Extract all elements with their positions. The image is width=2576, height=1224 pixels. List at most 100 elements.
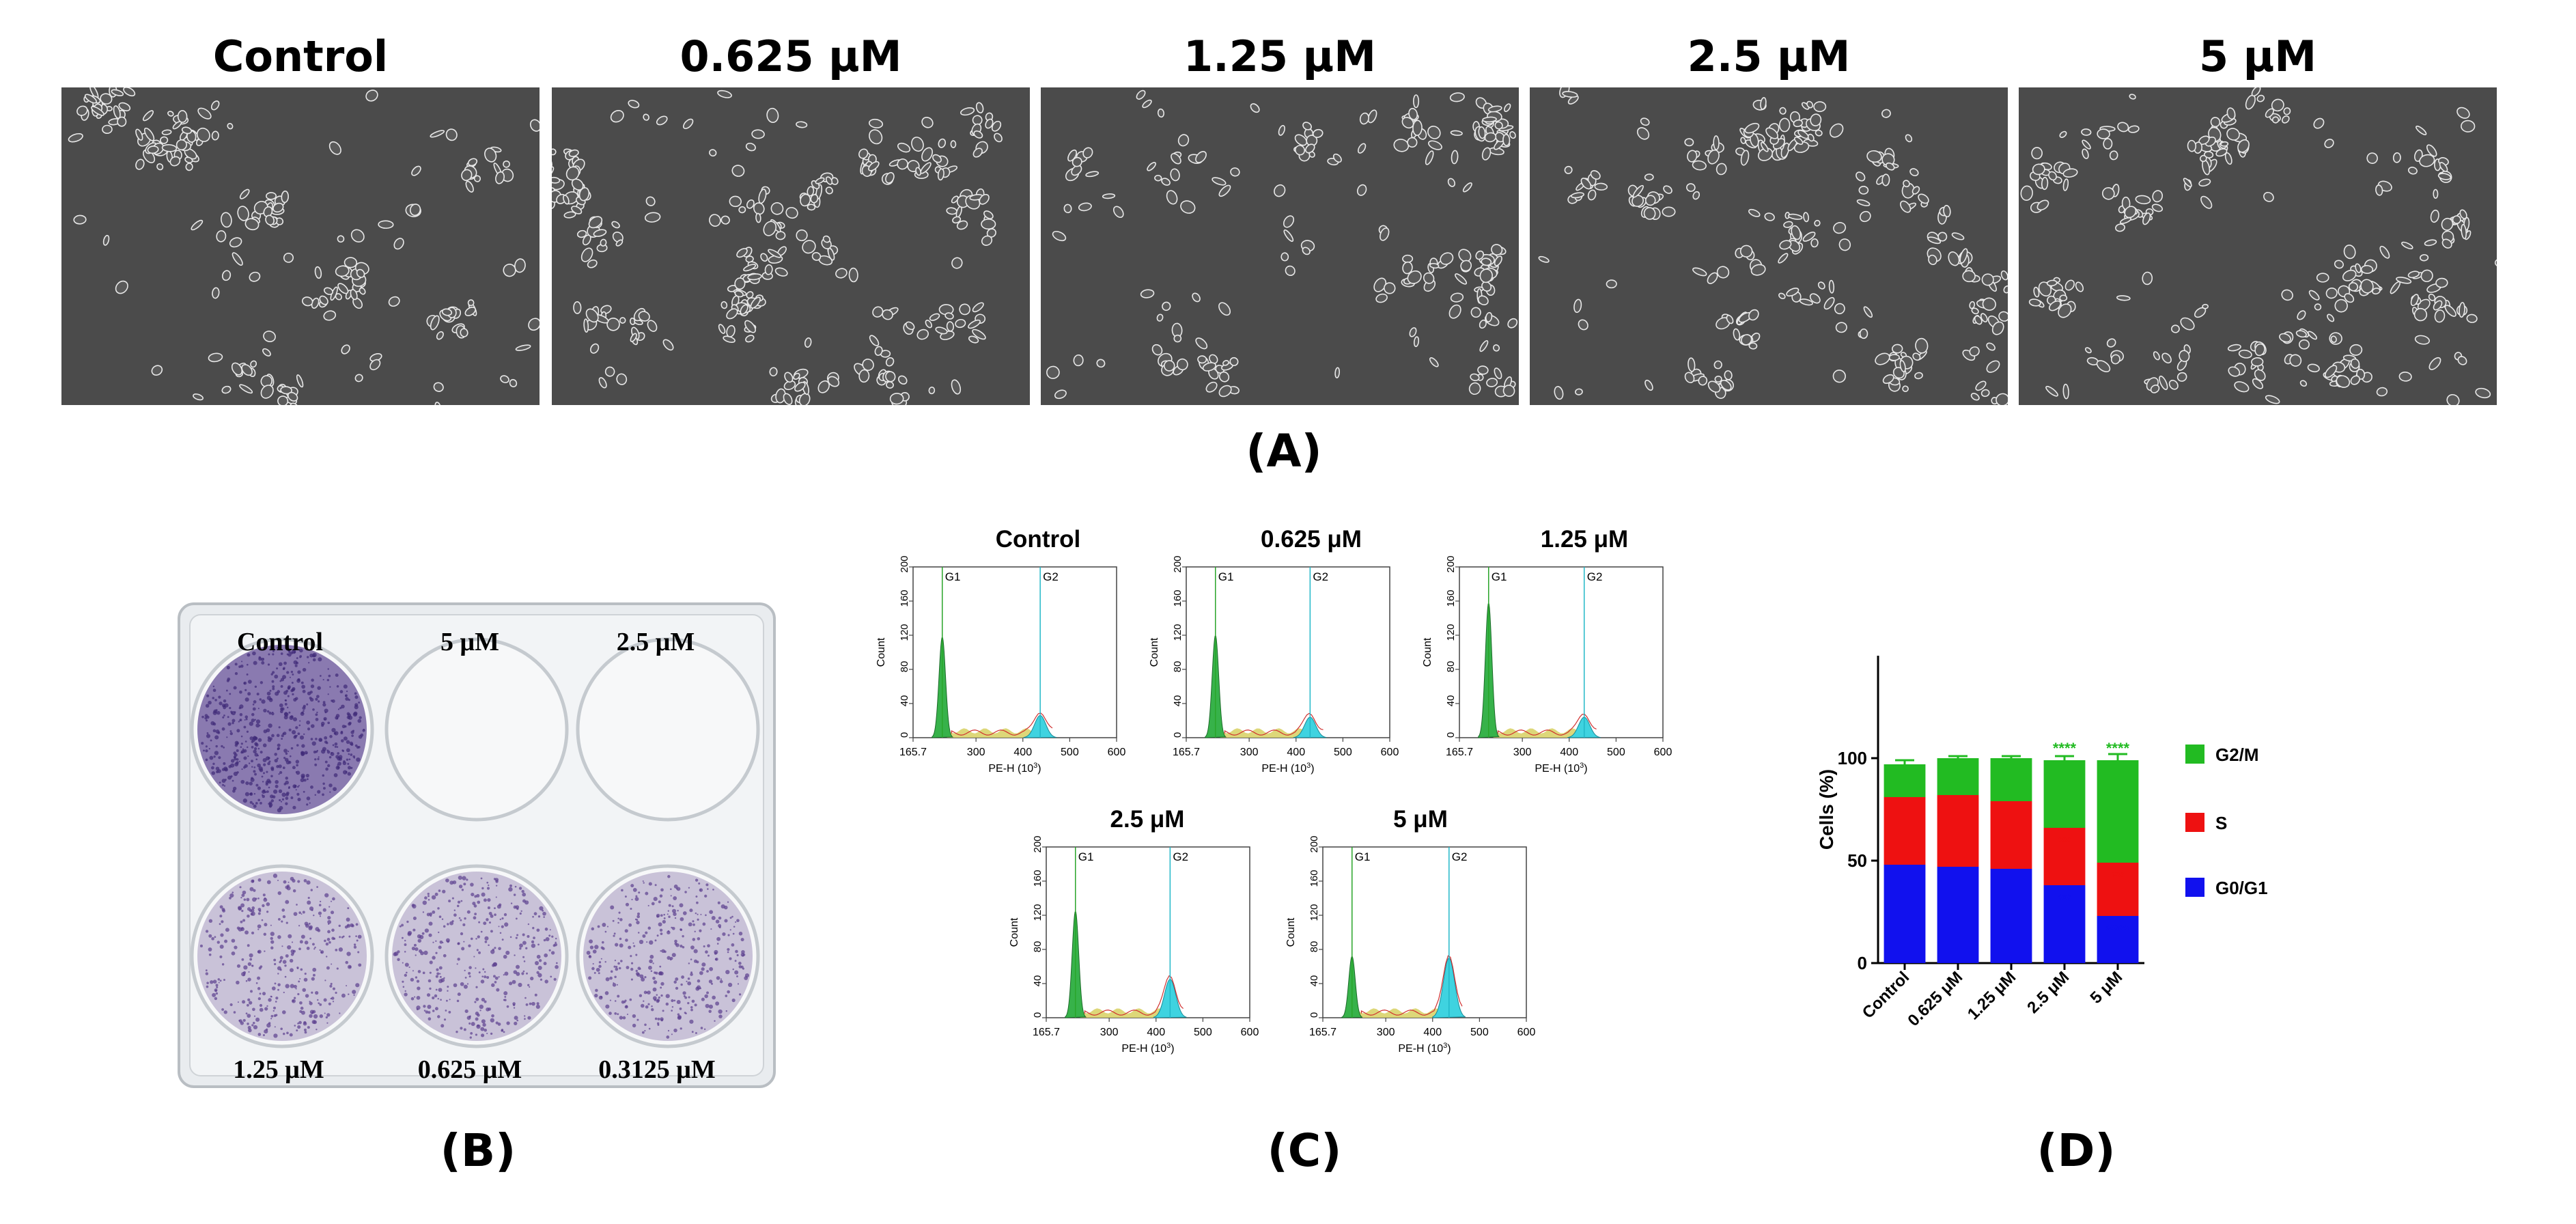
colony-dot xyxy=(244,930,249,935)
colony-dot xyxy=(702,922,706,926)
cell-shape xyxy=(972,329,986,340)
colony-dot xyxy=(531,943,536,948)
colony-dot xyxy=(292,766,296,770)
colony-dot xyxy=(630,884,634,888)
colony-dot xyxy=(262,992,266,996)
colony-dot xyxy=(296,1029,298,1032)
colony-dot xyxy=(738,993,742,996)
cell-shape xyxy=(1458,249,1472,262)
colony-dot xyxy=(215,984,219,987)
colony-dot xyxy=(537,915,541,918)
colony-dot xyxy=(476,893,480,898)
colony-dot xyxy=(251,1024,254,1027)
colony-dot xyxy=(464,917,466,920)
colony-dot xyxy=(667,930,671,934)
colony-dot xyxy=(264,950,266,952)
panel-c-label: (C) xyxy=(1267,1124,1342,1177)
colony-dot xyxy=(234,663,238,666)
cell-shape xyxy=(2271,98,2284,112)
colony-dot xyxy=(718,923,722,928)
colony-dot xyxy=(225,928,229,932)
cell-shape xyxy=(1698,376,1708,386)
colony-dot xyxy=(708,954,710,957)
cell-shape xyxy=(1477,365,1489,375)
colony-dot xyxy=(353,994,355,997)
colony-dot xyxy=(490,1032,493,1035)
cell-shape xyxy=(1162,301,1171,311)
colony-dot xyxy=(303,790,305,793)
micrograph-title-25: 2.5 μM xyxy=(1687,31,1851,81)
colony-dot xyxy=(471,892,475,897)
colony-dot xyxy=(315,738,318,740)
cell-shape xyxy=(783,393,793,405)
colony-dot xyxy=(266,770,268,773)
colony-dot xyxy=(264,1007,268,1011)
cell-shape xyxy=(1739,245,1753,258)
colony-dot xyxy=(554,943,558,947)
colony-dot xyxy=(397,958,400,961)
colony-dot xyxy=(246,746,249,749)
significance-label: **** xyxy=(2053,740,2077,757)
colony-dot xyxy=(269,689,272,692)
colony-dot xyxy=(295,988,297,990)
colony-dot xyxy=(251,718,255,723)
colony-dot xyxy=(404,990,406,992)
colony-dot xyxy=(273,1033,278,1038)
colony-dot xyxy=(535,1004,540,1010)
colony-dot xyxy=(338,757,343,761)
colony-dot xyxy=(229,730,232,732)
colony-dot xyxy=(214,997,218,1001)
fit-line xyxy=(1224,712,1324,736)
colony-dot xyxy=(240,751,243,754)
significance-label: ** xyxy=(2058,833,2071,850)
cell-shape xyxy=(2058,303,2072,318)
x-tick-label: 500 xyxy=(1334,747,1352,758)
colony-dot xyxy=(600,958,602,960)
colony-dot xyxy=(296,904,298,906)
colony-dot xyxy=(404,943,407,946)
colony-dot xyxy=(486,881,489,884)
colony-dot xyxy=(682,935,684,938)
colony-dot xyxy=(259,1007,264,1012)
cell-shape xyxy=(2180,317,2195,331)
well-plate xyxy=(176,601,777,1089)
colony-dot xyxy=(249,736,254,740)
colony-dot xyxy=(435,940,437,942)
bar-segment xyxy=(1990,758,2032,801)
colony-dot xyxy=(239,719,241,721)
colony-dot xyxy=(347,907,350,910)
colony-dot xyxy=(274,674,279,679)
cell-shape xyxy=(552,166,555,180)
colony-dot xyxy=(345,960,348,964)
colony-dot xyxy=(331,727,336,733)
x-tick-label: 500 xyxy=(1061,747,1079,758)
colony-dot xyxy=(321,724,324,727)
colony-dot xyxy=(679,903,684,908)
colony-dot xyxy=(339,706,342,710)
colony-dot xyxy=(447,990,449,992)
colony-dot xyxy=(504,996,507,998)
colony-dot xyxy=(429,960,433,964)
colony-dot xyxy=(645,891,649,895)
colony-dot xyxy=(652,962,654,964)
colony-dot xyxy=(272,1006,276,1010)
colony-dot xyxy=(404,951,406,953)
colony-dot xyxy=(309,906,314,911)
colony-dot xyxy=(288,653,292,657)
colony-dot xyxy=(609,976,613,980)
colony-dot xyxy=(245,979,248,982)
colony-dot xyxy=(543,938,546,942)
colony-dot xyxy=(474,913,477,915)
colony-dot xyxy=(343,684,348,689)
colony-dot xyxy=(322,908,326,912)
g1-label: G1 xyxy=(945,570,961,583)
cell-shape xyxy=(738,206,746,214)
colony-dot xyxy=(463,1028,466,1031)
colony-dot xyxy=(275,784,279,788)
colony-dot xyxy=(322,703,326,707)
cell-shape xyxy=(1429,262,1440,269)
colony-dot xyxy=(648,882,652,886)
colony-dot xyxy=(659,928,663,932)
colony-dot xyxy=(260,802,262,805)
x-tick-label: 165.7 xyxy=(1033,1027,1060,1038)
